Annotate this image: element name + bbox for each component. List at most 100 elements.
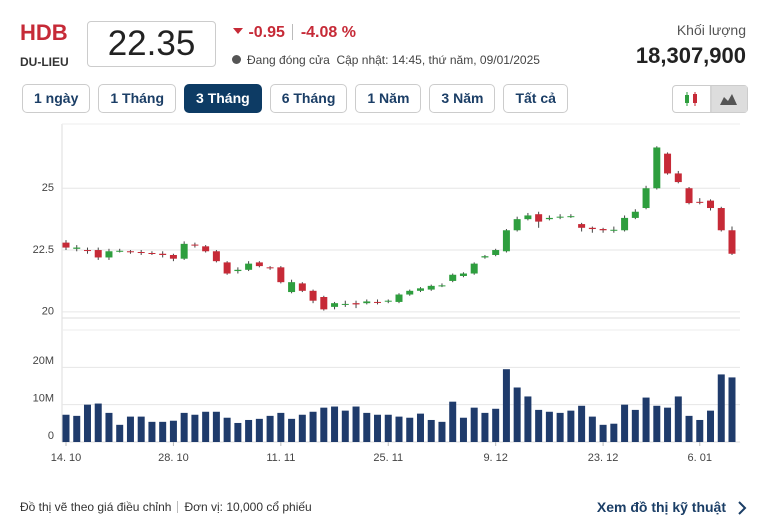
candle-body: [610, 229, 618, 231]
volume-bar: [363, 412, 371, 442]
volume-bar: [309, 411, 317, 442]
volume-bar: [717, 374, 725, 442]
status-dot: [232, 55, 241, 64]
volume-bar: [148, 421, 156, 442]
tab[interactable]: 3 Năm: [429, 84, 496, 113]
volume-bar: [212, 411, 220, 442]
candle-body: [588, 227, 596, 230]
candle-body: [298, 283, 306, 291]
volume-bar: [191, 414, 199, 442]
volume-label: Khối lượng: [676, 22, 746, 38]
candle-body: [105, 251, 113, 258]
candle-body: [159, 253, 167, 255]
tab[interactable]: 1 Năm: [355, 84, 422, 113]
tab[interactable]: 1 ngày: [22, 84, 91, 113]
candle-body: [406, 290, 414, 295]
y-tick-label: 20: [42, 306, 54, 318]
toggle-icons: [685, 86, 747, 112]
candle-body: [245, 263, 253, 270]
candle-body: [94, 250, 102, 258]
candle-body: [621, 217, 629, 231]
candle-body: [492, 250, 500, 255]
price: 22.35: [87, 21, 216, 67]
x-tick-label: 25. 11: [373, 452, 403, 464]
updated: Cập nhật: 14:45, thứ năm, 09/01/2025: [336, 53, 540, 67]
volume-bar: [137, 416, 145, 442]
candle-body: [288, 282, 296, 293]
tab[interactable]: 1 Tháng: [98, 84, 177, 113]
candle-body: [169, 254, 177, 259]
volume-bar: [470, 407, 478, 442]
volume-bar: [62, 414, 70, 442]
candle-body: [728, 230, 736, 254]
candle-body: [502, 230, 510, 252]
volume-bar: [255, 418, 263, 442]
unit: Đơn vị: 10,000 cổ phiếu: [184, 500, 312, 514]
candle-body: [513, 219, 521, 231]
volume-bar: [492, 408, 500, 442]
volume-bar: [545, 411, 553, 442]
candle-body: [717, 208, 725, 231]
candle-body: [427, 285, 435, 290]
candle-body: [707, 200, 715, 209]
y-tick-label: 10M: [33, 393, 54, 405]
volume-bar: [331, 406, 339, 442]
volume-bar: [159, 421, 167, 442]
volume-bar: [438, 421, 446, 442]
candle-body: [116, 250, 124, 252]
candle-body: [416, 288, 424, 291]
candle-body: [374, 301, 382, 303]
technical-link[interactable]: Xem đồ thị kỹ thuật: [596, 499, 726, 515]
volume-bar: [664, 407, 672, 442]
tabs: 1 ngày 1 Tháng 3 Tháng 6 Tháng 1 Năm 3 Năm Tất…: [22, 84, 568, 113]
candle-body: [331, 303, 339, 307]
candle-body: [148, 253, 156, 255]
exchange: DU-LIEU: [20, 55, 69, 69]
volume-bar: [94, 403, 102, 442]
candle-body: [363, 301, 371, 304]
change-value: -0.95: [248, 24, 285, 41]
volume-bar: [352, 406, 360, 442]
candle-body: [137, 252, 145, 254]
volume-bar: [707, 410, 715, 442]
volume: 18,307,900: [635, 43, 746, 68]
candle-body: [223, 262, 231, 274]
volume-bar: [116, 424, 124, 442]
candle-body: [73, 247, 81, 249]
area-button[interactable]: [710, 86, 747, 112]
candle-body: [266, 267, 274, 269]
y-tick-label: 25: [42, 182, 54, 194]
volume-bar: [556, 412, 564, 442]
candle-body: [696, 201, 704, 203]
candle-body: [202, 246, 210, 252]
link-arrow[interactable]: [736, 500, 748, 516]
candle-body: [535, 214, 543, 222]
status: Đang đóng cửa Cập nhật: 14:45, thứ năm, …: [232, 53, 540, 67]
tab[interactable]: 6 Tháng: [269, 84, 348, 113]
volume-bar: [481, 412, 489, 442]
candle-body: [664, 153, 672, 174]
candle-body: [567, 216, 575, 218]
candle-body: [631, 211, 639, 218]
volume-bar: [696, 419, 704, 442]
volume-bar: [83, 404, 91, 442]
volume-bar: [642, 397, 650, 442]
footer-note: Đồ thị vẽ theo giá điều chỉnh Đơn vị: 10,…: [20, 500, 312, 514]
note: Đồ thị vẽ theo giá điều chỉnh: [20, 500, 172, 514]
candle-body: [234, 269, 242, 272]
chart-type-toggle: [672, 85, 748, 113]
tab[interactable]: 3 Tháng: [184, 84, 262, 113]
volume-bar: [513, 387, 521, 442]
candle-body: [384, 300, 392, 302]
y-tick-label: 22.5: [33, 244, 54, 256]
candle-body: [191, 244, 199, 246]
volume-bar: [685, 415, 693, 442]
tab[interactable]: Tất cả: [503, 84, 568, 113]
x-tick-label: 28. 10: [158, 452, 189, 464]
volume-bar: [674, 396, 682, 442]
volume-bar: [202, 411, 210, 442]
candle-body: [180, 243, 188, 259]
volume-bar: [298, 414, 306, 442]
candle-body: [674, 173, 682, 183]
